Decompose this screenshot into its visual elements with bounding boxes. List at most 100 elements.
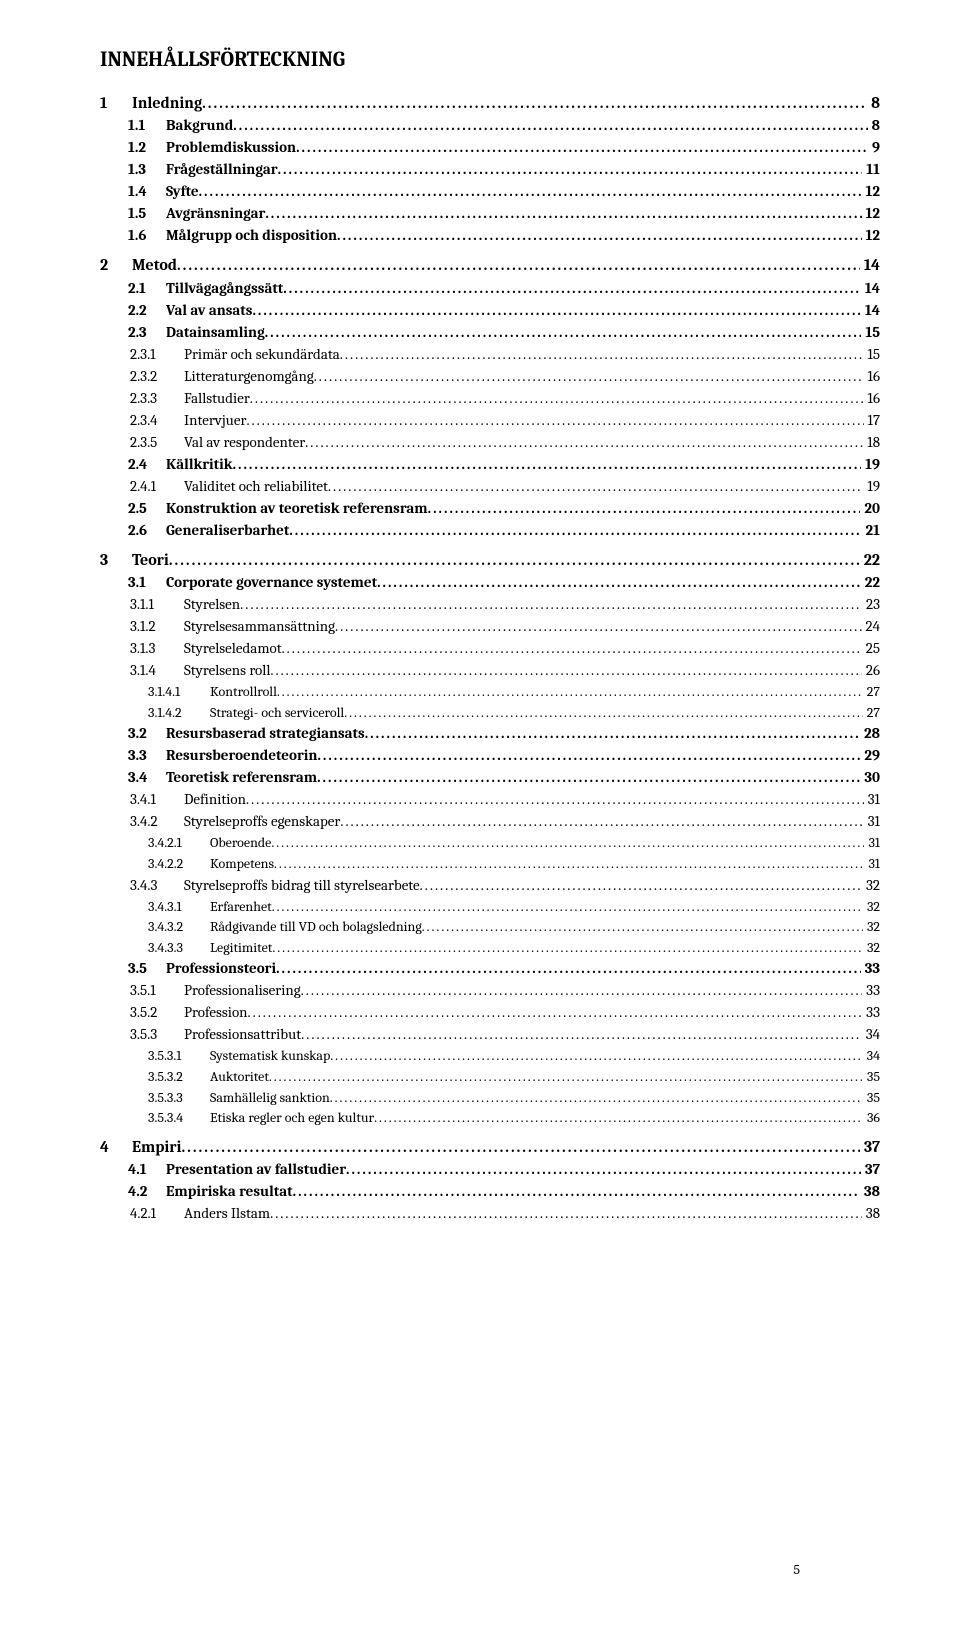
document-title: INNEHÅLLSFÖRTECKNING — [100, 48, 880, 72]
toc-entry-number: 2.3 — [100, 322, 166, 343]
toc-entry-text: Presentation av fallstudier — [166, 1159, 346, 1180]
toc-entry-page: 8 — [867, 92, 880, 114]
toc-entry-number: 3.5.3 — [100, 1024, 184, 1045]
toc-entry-text: Resursbaserad strategiansats — [166, 723, 365, 744]
toc-entry-number: 1.5 — [100, 203, 166, 224]
toc-leader-dots — [335, 616, 862, 637]
toc-entry-page: 31 — [864, 833, 880, 853]
toc-entry: 3.5Professionsteori33 — [100, 958, 880, 979]
toc-leader-dots — [374, 1108, 863, 1128]
toc-leader-dots — [272, 938, 863, 958]
toc-entry: 3Teori22 — [100, 549, 880, 571]
toc-leader-dots — [346, 1159, 861, 1180]
toc-entry-number: 2 — [100, 254, 132, 276]
toc-entry-page: 26 — [862, 660, 880, 681]
toc-entry-number: 2.3.4 — [100, 410, 184, 431]
toc-leader-dots — [250, 388, 864, 409]
toc-entry-text: Styrelsen — [184, 594, 240, 615]
toc-entry: 3.1.4.2Strategi- och serviceroll27 — [100, 703, 880, 723]
toc-leader-dots — [428, 498, 861, 519]
toc-entry-number: 1.6 — [100, 225, 166, 246]
toc-entry-text: Datainsamling — [166, 322, 265, 343]
toc-entry-text: Anders Ilstam — [184, 1203, 270, 1224]
toc-leader-dots — [182, 1136, 860, 1158]
toc-entry-page: 31 — [864, 854, 880, 874]
toc-entry-text: Resursberoendeteorin — [166, 745, 317, 766]
toc-entry: 3.4.3Styrelseproffs bidrag till styrelse… — [100, 875, 880, 896]
toc-leader-dots — [340, 344, 864, 365]
toc-entry: 2.3.2Litteraturgenomgång16 — [100, 366, 880, 387]
toc-entry-text: Etiska regler och egen kultur — [210, 1108, 374, 1128]
toc-entry-page: 32 — [863, 917, 880, 937]
toc-leader-dots — [377, 572, 861, 593]
toc-entry-number: 2.3.3 — [100, 388, 184, 409]
toc-entry-number: 3.4.3 — [100, 875, 184, 896]
toc-leader-dots — [272, 897, 863, 917]
toc-leader-dots — [289, 520, 861, 541]
toc-entry-number: 3.1.4.2 — [100, 703, 210, 723]
toc-entry-number: 1 — [100, 92, 132, 114]
toc-entry-page: 28 — [860, 723, 880, 744]
toc-leader-dots — [296, 137, 868, 158]
toc-entry: 2.6Generaliserbarhet21 — [100, 520, 880, 541]
toc-entry-number: 3.5.1 — [100, 980, 184, 1001]
toc-entry: 1.2Problemdiskussion9 — [100, 137, 880, 158]
toc-entry: 3.5.2Profession33 — [100, 1002, 880, 1023]
toc-entry-page: 14 — [860, 254, 880, 276]
toc-entry-page: 9 — [868, 137, 880, 158]
toc-entry-text: Empiri — [132, 1136, 182, 1158]
toc-entry-text: Styrelseproffs bidrag till styrelsearbet… — [184, 875, 420, 896]
toc-entry-number: 3.5.3.1 — [100, 1046, 210, 1066]
toc-leader-dots — [233, 454, 862, 475]
toc-leader-dots — [301, 980, 863, 1001]
toc-entry-text: Corporate governance systemet — [166, 572, 377, 593]
toc-entry-page: 23 — [862, 594, 880, 615]
toc-entry-number: 2.1 — [100, 278, 166, 299]
toc-entry: 4Empiri37 — [100, 1136, 880, 1158]
toc-entry-text: Metod — [132, 254, 177, 276]
toc-entry-page: 31 — [864, 811, 880, 832]
toc-entry-number: 3.2 — [100, 723, 166, 744]
toc-entry-text: Professionalisering — [184, 980, 301, 1001]
toc-entry-text: Erfarenhet — [210, 897, 272, 917]
toc-entry-number: 2.4 — [100, 454, 166, 475]
toc-entry: 3.1.1Styrelsen23 — [100, 594, 880, 615]
toc-entry: 1.1Bakgrund8 — [100, 115, 880, 136]
toc-entry-text: Kompetens — [210, 854, 274, 874]
toc-leader-dots — [282, 638, 862, 659]
toc-entry-text: Kontrollroll — [210, 682, 277, 702]
toc-entry-page: 19 — [861, 454, 880, 475]
toc-entry: 3.5.3.3Samhällelig sanktion35 — [100, 1088, 880, 1108]
toc-leader-dots — [365, 723, 860, 744]
toc-entry-number: 3.4.1 — [100, 789, 184, 810]
toc-entry-text: Litteraturgenomgång — [184, 366, 314, 387]
toc-entry-text: Tillvägagångssätt — [166, 278, 283, 299]
toc-entry: 2Metod 14 — [100, 254, 880, 276]
toc-entry-page: 16 — [864, 366, 880, 387]
toc-entry-number: 3.1.2 — [100, 616, 184, 637]
toc-entry: 1.6Målgrupp och disposition12 — [100, 225, 880, 246]
toc-entry: 3.1.2Styrelsesammansättning24 — [100, 616, 880, 637]
toc-entry-page: 22 — [860, 549, 880, 571]
toc-entry-text: Källkritik — [166, 454, 233, 475]
toc-leader-dots — [344, 703, 863, 723]
toc-entry-text: Systematisk kunskap — [210, 1046, 330, 1066]
toc-entry-page: 29 — [860, 745, 880, 766]
toc-entry-number: 3.1 — [100, 572, 166, 593]
toc-entry-text: Syfte — [166, 181, 199, 202]
toc-entry-number: 2.2 — [100, 300, 166, 321]
toc-entry-text: Oberoende — [210, 833, 271, 853]
toc-entry: 1.4Syfte12 — [100, 181, 880, 202]
toc-entry: 1Inledning8 — [100, 92, 880, 114]
toc-entry-page: 31 — [864, 789, 880, 810]
toc-leader-dots — [305, 432, 863, 453]
toc-entry-number: 3.5 — [100, 958, 166, 979]
toc-entry-text: Bakgrund — [166, 115, 233, 136]
toc-leader-dots — [199, 181, 862, 202]
toc-entry-page: 33 — [862, 1002, 880, 1023]
toc-entry-number: 3.1.3 — [100, 638, 184, 659]
toc-entry-number: 3.4.3.2 — [100, 917, 210, 937]
toc-entry-number: 3.4.2.1 — [100, 833, 210, 853]
toc-entry-text: Teori — [132, 549, 169, 571]
toc-entry-number: 3.4 — [100, 767, 166, 788]
